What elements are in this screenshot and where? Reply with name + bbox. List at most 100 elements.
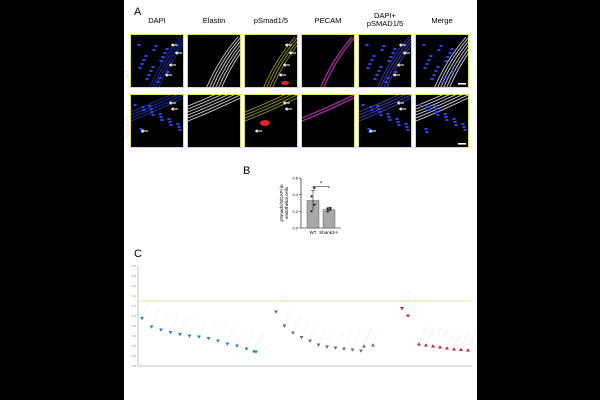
x-tick-label: Shank3-/- — [319, 230, 339, 235]
nucleus-dot — [461, 122, 465, 126]
nucleus-dot — [406, 128, 410, 132]
vessel-wall-stroke — [416, 95, 463, 116]
vessel-wall-stroke — [272, 44, 297, 87]
nucleus-dot — [152, 48, 156, 52]
annotation-leader — [372, 326, 382, 344]
annotation-leader — [326, 328, 336, 346]
nucleus-dot — [163, 51, 167, 55]
micrograph-image — [245, 95, 297, 133]
vessel-wall-stroke — [302, 95, 354, 119]
data-point-marker — [216, 339, 220, 343]
y-tick-label: 2.0 — [132, 264, 137, 268]
micrograph-image — [302, 95, 354, 122]
nucleus-dot — [161, 55, 165, 59]
nucleus-dot — [397, 123, 401, 127]
nucleus-dot — [141, 105, 145, 109]
nucleus-dot — [439, 44, 443, 48]
annotation-leader — [360, 332, 370, 350]
arrow-head-icon — [169, 101, 172, 105]
data-point — [310, 210, 313, 213]
nucleus-dot — [159, 115, 163, 119]
nucleus-dot — [380, 48, 384, 52]
column-label-2: pSmad1/5 — [253, 16, 289, 25]
data-point — [326, 210, 329, 213]
nucleus-dot — [382, 44, 386, 48]
annotation-leader — [432, 327, 442, 345]
annotation-leader — [467, 331, 477, 349]
panel-a-letter: A — [134, 6, 142, 18]
nucleus-dot — [405, 125, 409, 129]
data-point-marker — [274, 310, 278, 314]
nucleus-dot — [158, 112, 162, 116]
micrograph-tile-r0-c5 — [415, 34, 469, 88]
nucleus-dot — [427, 108, 431, 112]
annotation-leader — [309, 322, 319, 340]
vessel-wall-stroke — [206, 36, 239, 87]
annotation-leader — [453, 330, 463, 348]
vessel-wall-stroke — [131, 95, 178, 116]
column-label-4: DAPI+ pSMAD1/5 — [366, 11, 404, 28]
annotation-leader — [151, 308, 160, 326]
vessel-wall-stroke — [440, 41, 468, 87]
vessel-wall-stroke — [416, 97, 468, 122]
nucleus-dot — [384, 80, 388, 84]
nucleus-dot — [378, 110, 382, 114]
nucleus-dot — [369, 105, 373, 109]
micrograph-tile-r0-c0 — [130, 34, 184, 88]
vessel-wall-stroke — [269, 41, 297, 87]
annotation-leader — [418, 325, 428, 343]
micrograph-image — [131, 95, 183, 134]
nucleus-dot — [156, 80, 160, 84]
data-point — [329, 206, 332, 210]
y-tick-label: 0.6 — [132, 334, 137, 338]
vessel-wall-stroke — [380, 37, 411, 87]
micrograph-image — [365, 36, 411, 87]
nucleus-dot — [370, 108, 374, 112]
nucleus-dot — [395, 117, 399, 121]
arrow-head-icon — [175, 51, 178, 55]
vessel-wall-stroke — [152, 37, 183, 87]
nucleus-dot — [166, 70, 170, 74]
data-point — [329, 208, 332, 211]
y-tick-label: 0.8 — [132, 324, 137, 328]
vessel-wall-stroke — [215, 44, 240, 87]
column-label-1: Elastin — [202, 16, 226, 25]
nucleus-dot — [149, 107, 153, 111]
vessel-wall-stroke — [320, 36, 353, 87]
vessel-wall-stroke — [416, 95, 450, 110]
vessel-wall-stroke — [212, 41, 240, 87]
data-point-marker — [333, 346, 338, 350]
nucleus-dot — [423, 66, 427, 70]
nucleus-dot — [365, 43, 369, 47]
x-tick-label: WT — [310, 230, 317, 235]
vessel-wall-stroke — [446, 48, 468, 87]
micrograph-image — [206, 36, 240, 87]
annotation-leader — [198, 318, 208, 336]
nucleus-dot — [154, 44, 158, 48]
data-point-marker — [431, 344, 435, 348]
vessel-wall-stroke — [263, 36, 296, 87]
nucleus-dot — [448, 51, 452, 55]
nucleus-dot — [436, 65, 440, 69]
annotation-leader — [343, 330, 353, 348]
nucleus-dot — [430, 77, 434, 81]
vessel-wall-stroke — [383, 41, 411, 87]
nucleus-dot — [144, 54, 148, 58]
data-point-marker — [417, 342, 421, 346]
vessel-wall-stroke — [377, 36, 410, 87]
nucleus-dot — [137, 43, 141, 47]
annotation-leader — [446, 329, 456, 347]
nucleus-dot — [148, 104, 152, 108]
micrograph-image — [137, 36, 183, 87]
nucleus-dot — [372, 54, 376, 58]
nucleus-dot — [424, 127, 428, 131]
nucleus-dot — [391, 51, 395, 55]
arrow-head-icon — [397, 101, 400, 105]
data-point-marker — [459, 347, 463, 351]
data-point — [313, 203, 316, 206]
nucleus-dot — [451, 70, 455, 74]
vessel-wall-stroke — [359, 95, 406, 116]
arrow-head-icon — [285, 107, 288, 111]
nucleus-dot — [379, 113, 383, 117]
nucleus-dot — [427, 58, 431, 62]
